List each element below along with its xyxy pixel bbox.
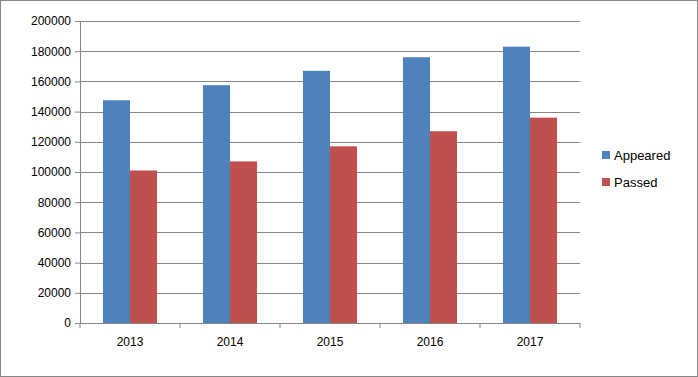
y-tick-mark bbox=[75, 112, 80, 113]
y-tick: 40000 bbox=[38, 256, 80, 270]
x-tick: 2017 bbox=[517, 335, 544, 349]
x-tick-label: 2015 bbox=[317, 335, 344, 349]
y-axis-line bbox=[75, 22, 81, 324]
y-tick-mark bbox=[75, 293, 80, 294]
y-tick: 140000 bbox=[31, 105, 80, 119]
y-tick-mark bbox=[75, 81, 80, 82]
legend-label: Appeared bbox=[614, 148, 670, 163]
bar bbox=[130, 170, 157, 323]
x-tick-label: 2013 bbox=[117, 335, 144, 349]
y-tick-mark bbox=[75, 21, 80, 22]
plot: 0 20000 40000 60000 80000 100000 120000 140000 1… bbox=[31, 14, 581, 348]
chart-frame bbox=[1, 1, 698, 377]
y-tick-mark bbox=[75, 232, 80, 233]
y-tick: 20000 bbox=[38, 286, 80, 300]
y-tick: 160000 bbox=[31, 75, 80, 89]
y-tick-label: 100000 bbox=[31, 165, 71, 179]
x-tick-mark bbox=[380, 323, 381, 328]
y-tick-label: 0 bbox=[64, 316, 71, 330]
x-tick: 2013 bbox=[117, 335, 144, 349]
grid-line bbox=[80, 21, 580, 22]
bar bbox=[103, 100, 130, 323]
x-tick-label: 2016 bbox=[417, 335, 444, 349]
chart: 0 20000 40000 60000 80000 100000 120000 140000 1… bbox=[0, 0, 698, 377]
x-tick-label: 2017 bbox=[517, 335, 544, 349]
y-tick-label: 60000 bbox=[38, 226, 72, 240]
y-tick: 80000 bbox=[38, 196, 80, 210]
y-tick: 60000 bbox=[38, 226, 80, 240]
x-tick-label: 2014 bbox=[217, 335, 244, 349]
y-tick-mark bbox=[75, 263, 80, 264]
y-tick: 180000 bbox=[31, 45, 80, 59]
legend-item: Passed bbox=[602, 175, 657, 190]
y-tick-label: 20000 bbox=[38, 286, 72, 300]
bar bbox=[430, 131, 457, 323]
y-tick-label: 140000 bbox=[31, 105, 71, 119]
y-tick-label: 160000 bbox=[31, 75, 71, 89]
y-tick-mark bbox=[75, 172, 80, 173]
y-tick-mark bbox=[75, 202, 80, 203]
x-tick-mark bbox=[80, 323, 81, 328]
legend-item: Appeared bbox=[602, 148, 670, 163]
legend-swatch bbox=[602, 151, 610, 159]
x-tick-mark bbox=[580, 323, 581, 328]
bar bbox=[503, 47, 530, 323]
bar-series bbox=[130, 118, 557, 323]
legend: Appeared Passed bbox=[602, 148, 670, 190]
y-tick-label: 120000 bbox=[31, 135, 71, 149]
y-axis: 0 20000 40000 60000 80000 100000 120000 140000 1… bbox=[31, 14, 81, 330]
bar bbox=[203, 85, 230, 323]
y-tick-mark bbox=[75, 142, 80, 143]
y-tick: 120000 bbox=[31, 135, 80, 149]
grid-line bbox=[80, 323, 580, 324]
x-tick-mark bbox=[480, 323, 481, 328]
y-tick-label: 80000 bbox=[38, 196, 72, 210]
y-tick-label: 200000 bbox=[31, 14, 71, 28]
x-tick-mark bbox=[280, 323, 281, 328]
x-tick: 2014 bbox=[217, 335, 244, 349]
y-tick: 100000 bbox=[31, 165, 80, 179]
bars bbox=[103, 47, 557, 323]
x-tick: 2016 bbox=[417, 335, 444, 349]
bar bbox=[403, 57, 430, 323]
bar bbox=[530, 118, 557, 323]
bar bbox=[330, 146, 357, 323]
x-axis-line bbox=[81, 323, 581, 324]
y-tick: 0 bbox=[64, 316, 80, 330]
y-tick: 200000 bbox=[31, 14, 80, 28]
x-tick: 2015 bbox=[317, 335, 344, 349]
y-tick-mark bbox=[75, 51, 80, 52]
y-tick-label: 180000 bbox=[31, 45, 71, 59]
bar bbox=[303, 71, 330, 323]
legend-label: Passed bbox=[614, 175, 657, 190]
bar bbox=[230, 161, 257, 323]
bar-series bbox=[103, 47, 530, 323]
y-tick-label: 40000 bbox=[38, 256, 72, 270]
x-tick-mark bbox=[180, 323, 181, 328]
y-tick-mark bbox=[75, 323, 80, 324]
legend-swatch bbox=[602, 178, 610, 186]
x-axis: 2013 2014 2015 2016 2017 bbox=[80, 323, 581, 349]
x-separators bbox=[80, 323, 580, 328]
grid bbox=[80, 22, 580, 324]
